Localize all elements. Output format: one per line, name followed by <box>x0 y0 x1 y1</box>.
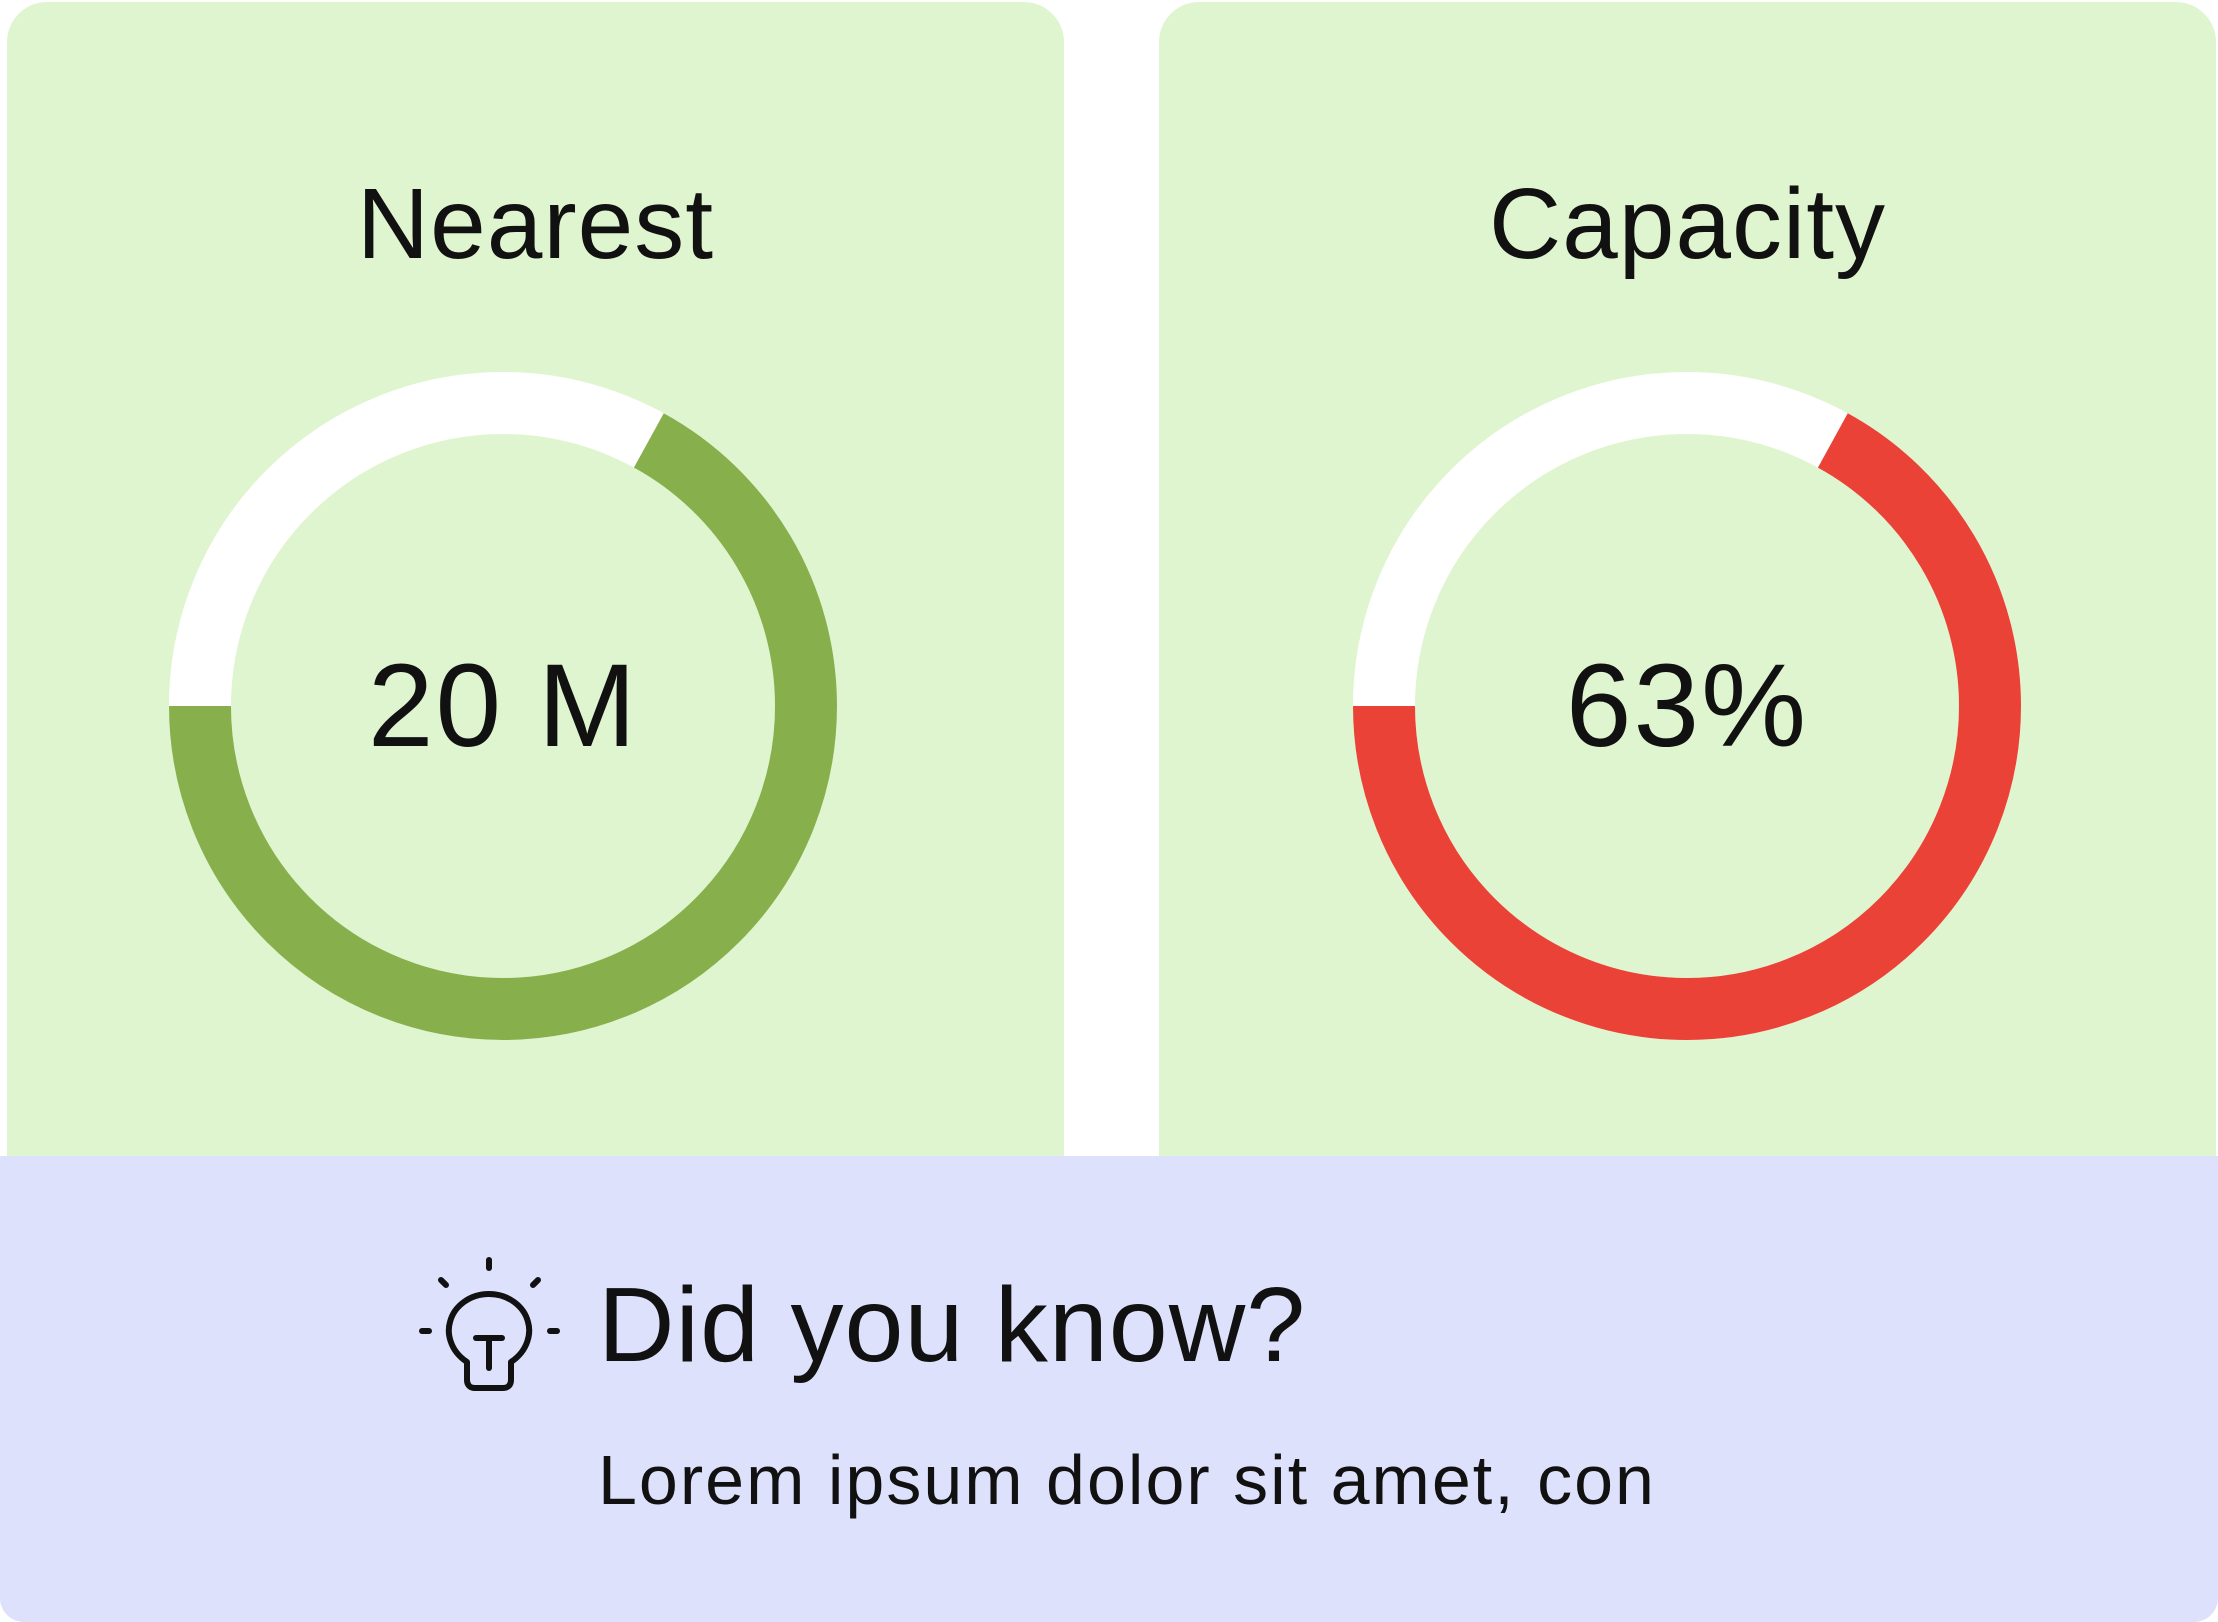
capacity-gauge: 63% <box>1351 370 2023 1042</box>
nearest-gauge-arc <box>169 372 837 1040</box>
banner-title: Did you know? <box>598 1266 1307 1384</box>
nearest-gauge: 20 M <box>167 370 839 1042</box>
capacity-card: Capacity 63% <box>1159 2 2216 1182</box>
capacity-value: 63% <box>1565 640 1809 772</box>
nearest-gauge-ring <box>169 372 837 1040</box>
capacity-gauge-arc <box>1353 372 2021 1040</box>
nearest-value: 20 M <box>367 640 639 772</box>
banner-text: Lorem ipsum dolor sit amet, con <box>598 1441 1656 1519</box>
nearest-card: Nearest 20 M <box>7 2 1064 1182</box>
did-you-know-banner <box>0 1156 2218 1622</box>
capacity-title: Capacity <box>1488 168 1887 280</box>
capacity-gauge-ring <box>1353 372 2021 1040</box>
nearest-title: Nearest <box>356 168 715 280</box>
lightbulb-icon <box>410 1250 560 1410</box>
